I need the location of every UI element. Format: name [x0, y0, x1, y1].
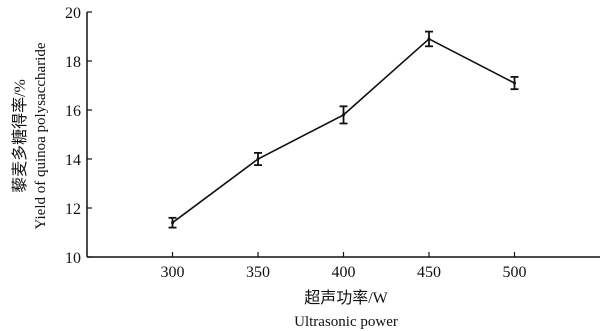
x-tick-label: 500: [503, 264, 527, 281]
x-tick-label: 400: [332, 264, 356, 281]
series: [168, 30, 519, 229]
y-axis-label: 藜麦多糖得率/%: [11, 79, 29, 193]
series-line: [172, 37, 515, 224]
axes: [86, 12, 600, 258]
y-tick-label: 10: [65, 250, 81, 267]
y-tick-label: 16: [65, 103, 81, 120]
x-axis-label-en: Ultrasonic power: [294, 314, 398, 330]
y-tick-label: 18: [65, 54, 81, 71]
x-tick-label: 300: [161, 264, 185, 281]
x-axis-label: 超声功率/W: [304, 289, 388, 307]
x-tick-label: 350: [246, 264, 270, 281]
data-point: [171, 221, 174, 225]
y-tick-label: 20: [65, 5, 81, 22]
ticks: 300 350 400 450 500 10 12 14 16 18 20: [65, 5, 527, 281]
data-point: [427, 37, 431, 41]
y-tick-label: 14: [65, 152, 81, 169]
data-point: [342, 113, 345, 117]
data-point: [256, 157, 260, 161]
y-axis-label-en: Yield of quinoa polysaccharide: [33, 42, 49, 229]
data-point: [513, 81, 516, 85]
y-tick-label: 12: [65, 201, 81, 218]
x-tick-label: 450: [417, 264, 441, 281]
